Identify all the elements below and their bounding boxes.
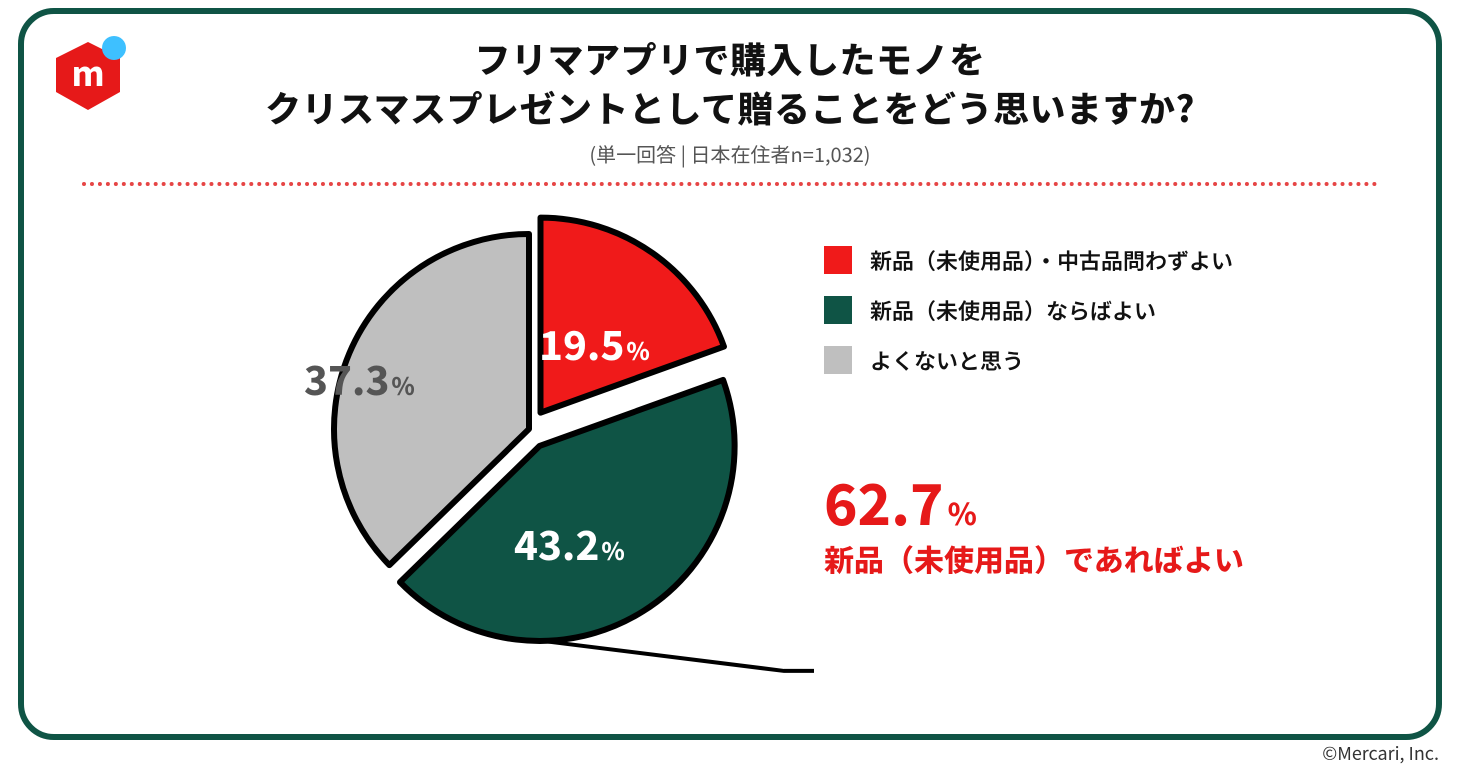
title-line-2: クリスマスプレゼントとして贈ることをどう思いますか? — [24, 83, 1436, 132]
title-block: フリマアプリで購入したモノを クリスマスプレゼントとして贈ることをどう思いますか… — [24, 34, 1436, 168]
copyright: ©Mercari, Inc. — [1322, 740, 1439, 766]
pie-slice-label-notgood: 37.3% — [304, 349, 415, 407]
infographic-card: m フリマアプリで購入したモノを クリスマスプレゼントとして贈ることをどう思いま… — [18, 8, 1442, 740]
dotted-separator — [82, 182, 1378, 186]
pie-chart: 19.5%43.2%37.3% — [314, 214, 744, 644]
callout: 62.7% 新品（未使用品）であればよい — [824, 474, 1244, 580]
pie-slice-label-new: 43.2% — [514, 514, 625, 572]
legend: 新品（未使用品）・中古品問わずよい新品（未使用品）ならばよいよくないと思う — [824, 244, 1233, 394]
legend-item-new: 新品（未使用品）ならばよい — [824, 294, 1233, 326]
legend-label: 新品（未使用品）・中古品問わずよい — [870, 244, 1233, 276]
legend-swatch — [824, 246, 852, 274]
subtitle: (単一回答 | 日本在住者n=1,032) — [24, 139, 1436, 168]
pie-slice-label-any: 19.5% — [539, 314, 650, 372]
callout-text: 新品（未使用品）であればよい — [824, 536, 1244, 580]
stage: m フリマアプリで購入したモノを クリスマスプレゼントとして贈ることをどう思いま… — [0, 0, 1467, 770]
legend-label: よくないと思う — [870, 344, 1024, 376]
legend-item-notgood: よくないと思う — [824, 344, 1233, 376]
legend-label: 新品（未使用品）ならばよい — [870, 294, 1156, 326]
title-line-1: フリマアプリで購入したモノを — [24, 34, 1436, 83]
callout-value: 62.7% — [824, 474, 1244, 530]
legend-item-any: 新品（未使用品）・中古品問わずよい — [824, 244, 1233, 276]
legend-swatch — [824, 346, 852, 374]
legend-swatch — [824, 296, 852, 324]
